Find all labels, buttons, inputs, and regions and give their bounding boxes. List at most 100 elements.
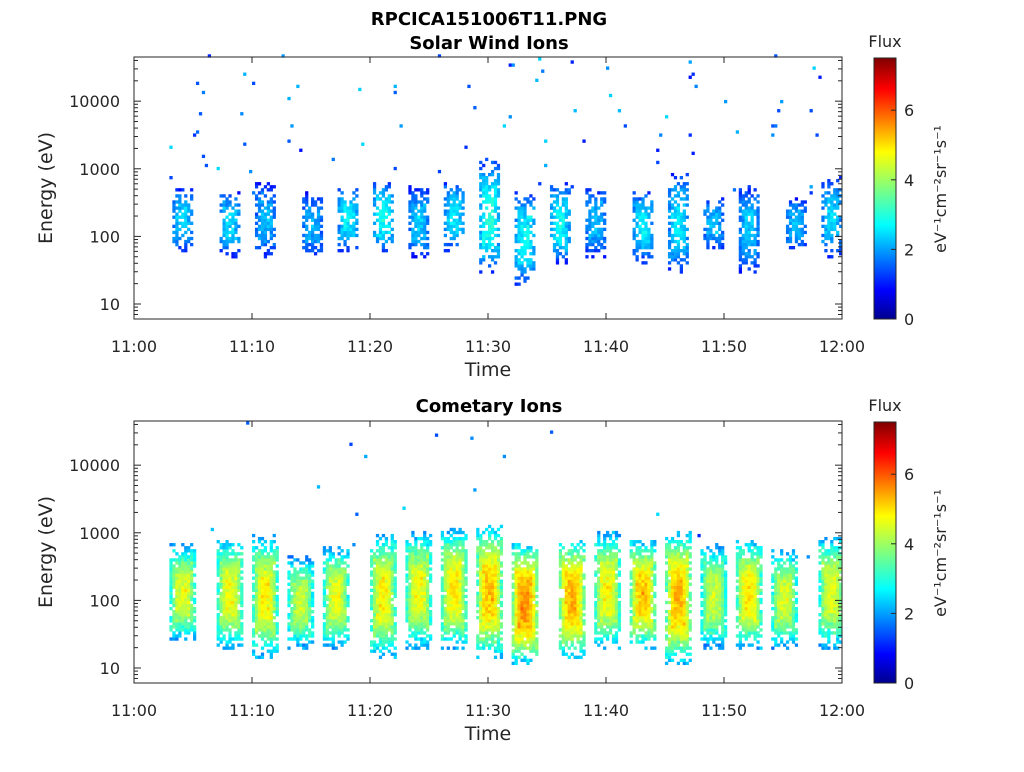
heatmap-cell xyxy=(459,637,462,640)
heatmap-cell xyxy=(385,561,388,564)
heatmap-cell xyxy=(385,185,388,188)
heatmap-cell xyxy=(450,619,453,622)
heatmap-cell xyxy=(255,601,258,604)
heatmap-cell xyxy=(376,194,379,197)
heatmap-cell xyxy=(748,213,751,216)
heatmap-cell xyxy=(450,528,453,531)
heatmap-cell xyxy=(376,583,379,586)
heatmap-cell xyxy=(311,622,314,625)
heatmap-cell xyxy=(464,570,467,573)
heatmap-cell xyxy=(450,564,453,567)
heatmap-cell xyxy=(411,216,414,219)
heatmap-cell xyxy=(252,628,255,631)
heatmap-cell xyxy=(532,219,535,222)
heatmap-cell xyxy=(417,222,420,225)
heatmap-cell xyxy=(311,200,314,203)
heatmap-cell xyxy=(482,555,485,558)
heatmap-cell xyxy=(830,219,833,222)
heatmap-cell xyxy=(376,234,379,237)
heatmap-cell xyxy=(270,231,273,234)
heatmap-cell xyxy=(482,182,485,185)
heatmap-cell xyxy=(801,222,804,225)
heatmap-cell xyxy=(756,255,759,258)
heatmap-cell xyxy=(485,555,488,558)
heatmap-cell xyxy=(706,228,709,231)
heatmap-cell xyxy=(441,580,444,583)
heatmap-cell xyxy=(370,607,373,610)
heatmap-cell xyxy=(482,637,485,640)
heatmap-cell xyxy=(178,246,181,249)
heatmap-cell xyxy=(453,628,456,631)
heatmap-cell xyxy=(574,604,577,607)
heatmap-cell xyxy=(264,561,267,564)
heatmap-cell xyxy=(240,616,243,619)
heatmap-cell xyxy=(346,237,349,240)
heatmap-cell xyxy=(332,567,335,570)
heatmap-cell xyxy=(261,637,264,640)
heatmap-cell xyxy=(644,237,647,240)
heatmap-cell xyxy=(494,549,497,552)
heatmap-cell xyxy=(302,197,305,200)
heatmap-cell xyxy=(535,570,538,573)
heatmap-cell xyxy=(388,200,391,203)
heatmap-cell xyxy=(532,643,535,646)
heatmap-cell xyxy=(193,133,196,136)
heatmap-cell xyxy=(644,240,647,243)
heatmap-cell xyxy=(450,243,453,246)
heatmap-cell xyxy=(240,583,243,586)
heatmap-cell xyxy=(585,200,588,203)
heatmap-cell xyxy=(184,249,187,252)
heatmap-cell xyxy=(488,580,491,583)
heatmap-cell xyxy=(571,567,574,570)
heatmap-cell xyxy=(343,625,346,628)
heatmap-cell xyxy=(568,222,571,225)
heatmap-cell xyxy=(296,628,299,631)
heatmap-cell xyxy=(276,610,279,613)
heatmap-cell xyxy=(332,595,335,598)
heatmap-cell xyxy=(582,607,585,610)
heatmap-cell xyxy=(391,552,394,555)
heatmap-cell xyxy=(441,601,444,604)
heatmap-cell xyxy=(258,182,261,185)
heatmap-cell xyxy=(464,625,467,628)
heatmap-cell xyxy=(756,228,759,231)
heatmap-cell xyxy=(228,194,231,197)
heatmap-cell xyxy=(751,243,754,246)
heatmap-cell xyxy=(515,592,518,595)
heatmap-cell xyxy=(594,219,597,222)
heatmap-cell xyxy=(270,607,273,610)
heatmap-cell xyxy=(671,225,674,228)
heatmap-cell xyxy=(565,573,568,576)
heatmap-cell xyxy=(680,219,683,222)
heatmap-cell xyxy=(326,628,329,631)
heatmap-cell xyxy=(556,194,559,197)
heatmap-cell xyxy=(332,622,335,625)
heatmap-cell xyxy=(518,231,521,234)
heatmap-cell xyxy=(423,243,426,246)
heatmap-cell xyxy=(597,234,600,237)
heatmap-cell xyxy=(178,188,181,191)
heatmap-cell xyxy=(411,631,414,634)
heatmap-cell xyxy=(405,580,408,583)
heatmap-cell xyxy=(175,570,178,573)
heatmap-cell xyxy=(341,604,344,607)
heatmap-cell xyxy=(332,610,335,613)
heatmap-cell xyxy=(464,549,467,552)
heatmap-cell xyxy=(311,580,314,583)
heatmap-cell xyxy=(789,234,792,237)
heatmap-cell xyxy=(597,222,600,225)
heatmap-cell xyxy=(225,613,228,616)
heatmap-cell xyxy=(178,203,181,206)
heatmap-cell xyxy=(518,552,521,555)
heatmap-cell xyxy=(500,580,503,583)
heatmap-cell xyxy=(459,567,462,570)
heatmap-cell xyxy=(355,219,358,222)
heatmap-cell xyxy=(488,601,491,604)
heatmap-cell xyxy=(479,258,482,261)
heatmap-cell xyxy=(518,650,521,653)
heatmap-cell xyxy=(237,628,240,631)
heatmap-cell xyxy=(382,577,385,580)
heatmap-cell xyxy=(370,573,373,576)
heatmap-cell xyxy=(223,619,226,622)
heatmap-cell xyxy=(518,604,521,607)
